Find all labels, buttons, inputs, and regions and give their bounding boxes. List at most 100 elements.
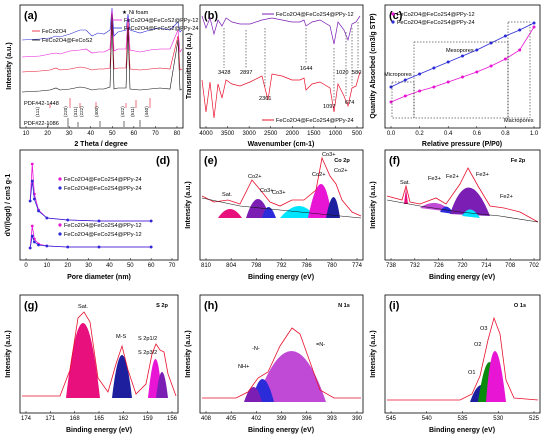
xrd-pattern-ppy24 bbox=[21, 7, 183, 41]
x-tick-label: 0.6 bbox=[473, 131, 482, 137]
isotherm-point bbox=[403, 78, 407, 82]
peak-label: =N- bbox=[316, 342, 325, 348]
y-axis-label-b: Transmittance (a.u.) bbox=[186, 33, 193, 99]
x-ticks-i: 545 540 535 530 525 bbox=[386, 411, 540, 422]
annotation-mesopores: Mesopores bbox=[446, 48, 474, 54]
legend-fecoo: FeCo2O4 bbox=[42, 29, 66, 35]
spectrum-title-f: Fe 2p bbox=[511, 158, 526, 164]
x-tick-label: 30 bbox=[85, 263, 92, 269]
pore-point bbox=[66, 218, 70, 222]
x-tick-label: 165 bbox=[94, 416, 105, 422]
panel-letter-e: (e) bbox=[204, 155, 218, 167]
pore-point bbox=[37, 243, 40, 247]
isotherm-point bbox=[475, 70, 479, 74]
reference-card-1: PDF#42-1448 bbox=[24, 101, 59, 107]
x-axis-label-a: 2 Theta / degree bbox=[74, 141, 127, 148]
x-tick-label: 70 bbox=[152, 131, 159, 137]
x-tick-label: 405 bbox=[226, 416, 237, 422]
pore-series bbox=[28, 162, 153, 250]
x-tick-label: 0.4 bbox=[444, 131, 453, 137]
x-tick-label: 40 bbox=[87, 131, 94, 137]
x-tick-label: 40 bbox=[106, 263, 113, 269]
legend-ppy12-b: FeCo2O4@FeCo2S4@PPy-12 bbox=[276, 12, 354, 18]
background-e bbox=[201, 197, 362, 219]
pore-point bbox=[149, 245, 153, 249]
reference-sticks-a-2 bbox=[47, 118, 141, 127]
x-tick-label: 156 bbox=[167, 416, 178, 422]
isotherm-point bbox=[518, 48, 522, 52]
peak-markers-b bbox=[223, 22, 359, 102]
y-axis-label-h: Intensity (a.u.) bbox=[185, 330, 192, 377]
isotherm-point bbox=[403, 94, 407, 98]
hkl-label: (222) bbox=[79, 106, 84, 117]
x-axis-label-d: Pore diameter (nm) bbox=[67, 274, 131, 281]
panel-f: (f) Fe 2p Intensity (a.u.) Binding energ… bbox=[370, 149, 541, 281]
x-tick-label: 792 bbox=[276, 263, 287, 269]
peak-label: Fe2+ bbox=[446, 174, 459, 180]
macropores-box bbox=[507, 21, 531, 119]
y-axis-label-e: Intensity (a.u.) bbox=[185, 181, 192, 228]
x-tick-label: 810 bbox=[201, 263, 212, 269]
peak-label: 2361 bbox=[259, 96, 271, 102]
x-tick-label: 535 bbox=[457, 416, 468, 422]
x-ticks-c: 0.0 0.2 0.4 0.6 0.8 1.0 bbox=[387, 126, 539, 137]
isotherm-point bbox=[461, 75, 464, 79]
peak-label: Fe3+ bbox=[428, 176, 441, 182]
x-tick-label: 10 bbox=[23, 131, 30, 137]
x-tick-label: 80 bbox=[174, 131, 181, 137]
x-axis-label-c: Relative pressure (P/P0) bbox=[422, 141, 502, 148]
pore-point bbox=[45, 244, 49, 248]
panel-i: (i) O 1s Intensity (a.u.) Binding energy… bbox=[370, 294, 541, 434]
isotherm-point bbox=[432, 85, 436, 89]
legend-ppy24-d1: FeCo2O4@FeCo2S4@PPy-24 bbox=[64, 177, 142, 183]
isotherm-point bbox=[532, 21, 536, 25]
peak-label: Sat. bbox=[400, 180, 410, 186]
isotherm-point bbox=[461, 54, 464, 58]
legend-ppy24-c: FeCo2O4@FeCo2S4@PPy-24 bbox=[397, 20, 475, 26]
x-tick-label: 390 bbox=[352, 416, 363, 422]
legend-marker bbox=[58, 232, 62, 236]
peak-label: 674 bbox=[345, 100, 354, 106]
x-tick-label: 393 bbox=[327, 416, 338, 422]
x-tick-label: 168 bbox=[70, 416, 81, 422]
pore-point bbox=[30, 162, 34, 166]
x-tick-label: 1.0 bbox=[530, 131, 539, 137]
pore-point bbox=[66, 245, 70, 249]
fit-peak-s2p32 bbox=[156, 372, 168, 398]
reference-card-2: PDF#22-1086 bbox=[24, 121, 59, 127]
x-tick-label: 0.8 bbox=[501, 131, 510, 137]
x-tick-label: 396 bbox=[302, 416, 313, 422]
x-tick-label: 4000 bbox=[199, 131, 213, 137]
xrd-pattern-fecoo bbox=[21, 13, 183, 73]
x-ticks-b: 4000 3500 3000 2500 2000 1500 1000 500 bbox=[199, 126, 363, 137]
legend-ppy24-b: FeCo2O4@FeCo2S4@PPy-24 bbox=[276, 118, 354, 124]
isotherm-point bbox=[503, 57, 507, 61]
legend-ppy12-d2: FeCo2O4@FeCo2S4@PPy-12 bbox=[64, 232, 142, 238]
hkl-labels-a: (111) (220) (311) (222) (400) (422) (511… bbox=[35, 106, 149, 117]
fit-peak-ms bbox=[112, 355, 132, 398]
legend-ppy12-d1: FeCo2O4@FeCo2S4@PPy-12 bbox=[64, 223, 142, 229]
legend-ni-foam: Ni foam bbox=[129, 10, 149, 16]
pore-point bbox=[45, 216, 49, 220]
x-tick-label: 174 bbox=[21, 416, 32, 422]
peak-label: 1020 bbox=[336, 70, 348, 76]
legend-fecoo-feco: FeCo2O4@FeCoS2 bbox=[42, 38, 92, 44]
legend-ppy24-d2: FeCo2O4@FeCo2S4@PPy-24 bbox=[64, 186, 142, 192]
panel-e: (e) Co 2p Intensity (a.u.) Binding energ… bbox=[185, 149, 364, 281]
x-axis-label-g: Binding energy (eV) bbox=[66, 427, 132, 434]
peak-label: 1644 bbox=[300, 66, 312, 72]
spectrum-title-h: N 1s bbox=[338, 303, 350, 309]
pore-point bbox=[37, 209, 40, 213]
envelope-e bbox=[201, 156, 362, 217]
fit-peak-fe2-2 bbox=[462, 209, 480, 218]
panel-letter-a: (a) bbox=[24, 10, 38, 22]
x-ticks-g: 174 171 168 165 162 159 156 bbox=[21, 411, 178, 422]
legend-ppy24: FeCo2O4@FeCoS2@PPy-24 bbox=[124, 26, 198, 32]
legend-marker bbox=[58, 177, 62, 181]
x-axis-label-i: Binding energy (eV) bbox=[429, 427, 495, 434]
x-tick-label: 1000 bbox=[329, 131, 343, 137]
spectrum-title-i: O 1s bbox=[514, 303, 526, 309]
panel-letter-b: (b) bbox=[204, 10, 218, 22]
x-tick-label: 804 bbox=[226, 263, 237, 269]
